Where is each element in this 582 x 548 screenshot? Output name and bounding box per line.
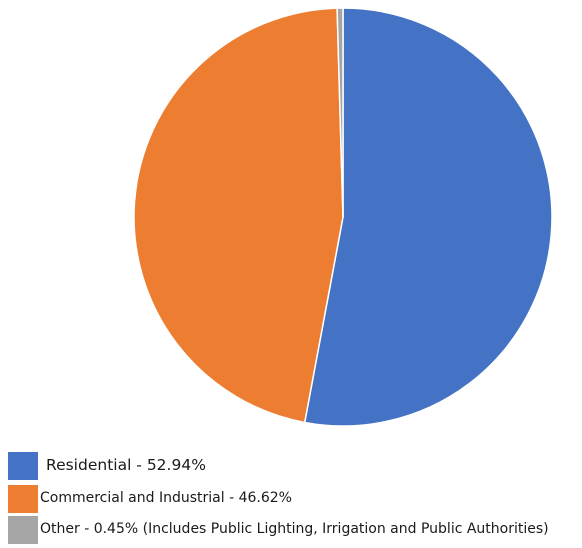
- legend-item-commercial-industrial: Commercial and Industrial - 46.62%: [8, 485, 582, 516]
- legend-item-other: Other - 0.45% (Includes Public Lighting,…: [8, 516, 582, 547]
- legend-item-residential: Residential - 52.94%: [8, 452, 582, 485]
- pie-slice-residential: [303, 7, 553, 427]
- legend-label-other: Other - 0.45% (Includes Public Lighting,…: [40, 521, 549, 537]
- legend: Residential - 52.94% Commercial and Indu…: [8, 452, 582, 547]
- legend-swatch-commercial-industrial: [8, 485, 38, 513]
- legend-label-residential: Residential - 52.94%: [46, 456, 206, 474]
- legend-label-commercial-industrial: Commercial and Industrial - 46.62%: [40, 490, 292, 506]
- legend-swatch-residential: [8, 452, 38, 480]
- pie-slice-commercial-and-industrial: [133, 7, 344, 424]
- pie-slice-other: [336, 7, 344, 218]
- legend-swatch-other: [8, 516, 38, 544]
- pie-chart: [133, 7, 553, 427]
